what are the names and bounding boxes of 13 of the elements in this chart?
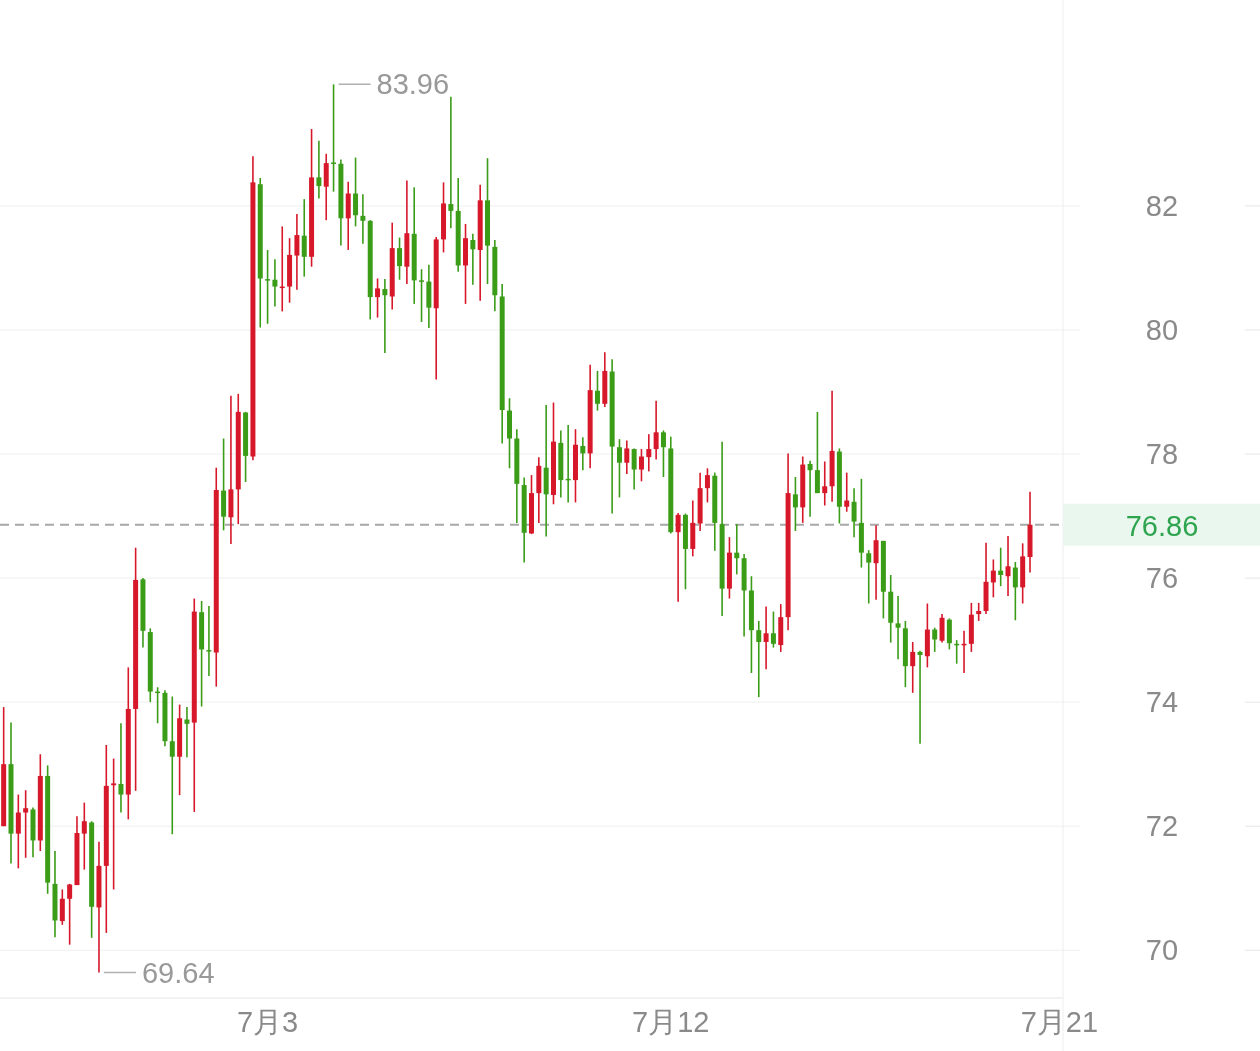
y-tick-label: 78	[1145, 438, 1179, 471]
y-tick-label: 74	[1145, 686, 1179, 719]
y-tick-label: 70	[1145, 934, 1179, 967]
ref-line-label: 76.86	[1125, 509, 1199, 542]
y-tick-label: 80	[1145, 313, 1179, 346]
x-tick-label: 7月12	[632, 1006, 710, 1038]
y-tick-label: 72	[1145, 810, 1179, 843]
y-tick-label: 82	[1145, 189, 1179, 222]
y-tick-label: 76	[1145, 562, 1179, 595]
annotation: 69.64	[141, 956, 215, 989]
annotation: 83.96	[376, 68, 450, 101]
x-tick-label: 7月3	[236, 1006, 299, 1038]
x-tick-label: 7月21	[1020, 1006, 1099, 1038]
